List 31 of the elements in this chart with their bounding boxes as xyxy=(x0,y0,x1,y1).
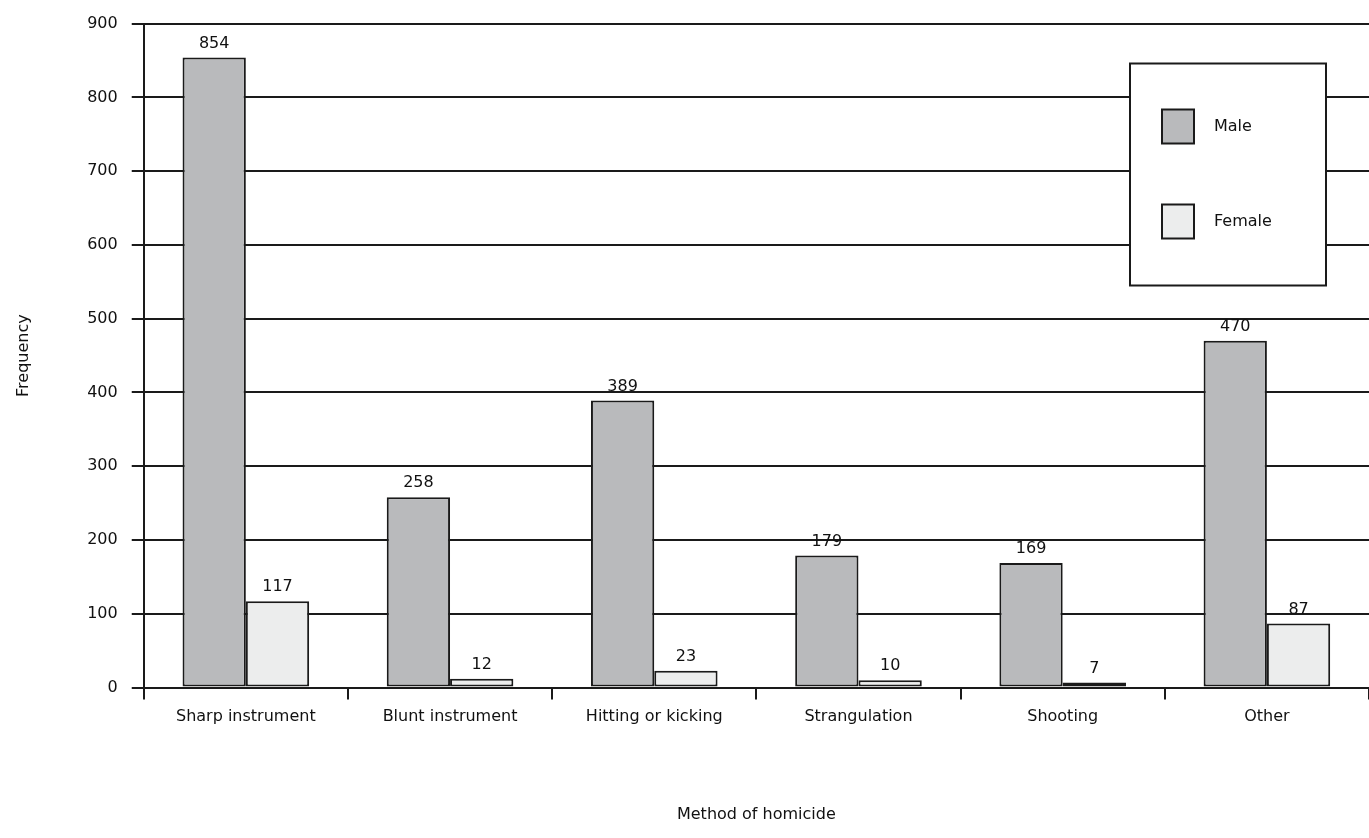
x-tick-label: Hitting or kicking xyxy=(585,706,723,726)
data-label: 854 xyxy=(198,32,230,52)
legend-label: Male xyxy=(1214,115,1252,135)
data-label: 10 xyxy=(879,655,901,675)
y-tick-label: 800 xyxy=(87,86,118,106)
y-axis-title: Frequency xyxy=(12,314,32,397)
y-tick-label: 100 xyxy=(87,602,118,622)
data-label: 258 xyxy=(403,472,434,492)
x-tick-label: Blunt instrument xyxy=(382,706,518,726)
data-label: 12 xyxy=(471,653,492,673)
y-tick-label: 400 xyxy=(87,381,118,401)
y-tick-label: 500 xyxy=(87,307,118,327)
x-axis-title: Method of homicide xyxy=(676,803,836,823)
x-tick-label: Other xyxy=(1244,706,1291,726)
y-tick-label: 600 xyxy=(87,234,118,254)
data-label: 470 xyxy=(1219,316,1251,335)
x-tick-label: Shooting xyxy=(1027,706,1099,726)
x-tick-label: Sharp instrument xyxy=(176,706,316,726)
data-label: 169 xyxy=(1015,538,1047,558)
data-label: 117 xyxy=(262,576,293,596)
y-tick-label: 0 xyxy=(107,676,118,696)
y-tick-label: 700 xyxy=(87,160,118,180)
y-tick-label: 900 xyxy=(87,12,118,32)
data-label: 87 xyxy=(1288,598,1309,618)
data-label: 23 xyxy=(675,645,697,665)
legend-label: Female xyxy=(1214,210,1272,230)
data-label: 7 xyxy=(1089,657,1100,677)
data-label: 389 xyxy=(607,375,638,395)
y-tick-label: 200 xyxy=(87,529,118,549)
y-tick-label: 300 xyxy=(87,455,118,475)
x-tick-label: Strangulation xyxy=(804,706,913,726)
